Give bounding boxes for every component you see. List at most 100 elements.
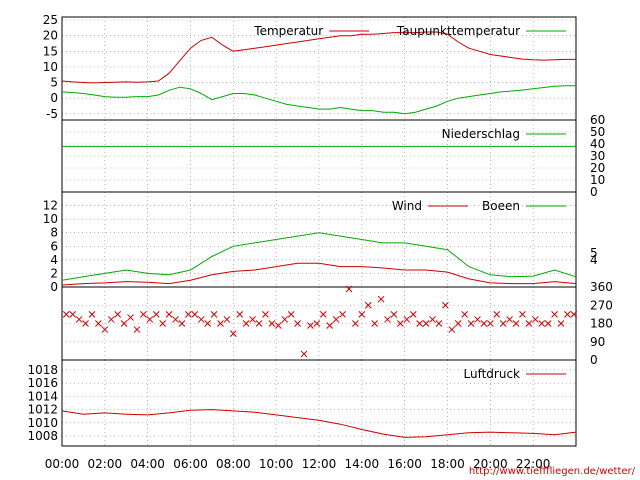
wind_direction-point xyxy=(352,320,359,327)
wind_direction-point xyxy=(538,320,546,327)
wind_direction-point xyxy=(371,320,379,327)
wind-ytick-label: 12 xyxy=(43,199,58,213)
wind_direction-point xyxy=(461,311,468,318)
pressure-ytick-label: 1018 xyxy=(27,363,58,377)
pressure-series-line xyxy=(61,409,577,438)
wind_direction-point xyxy=(159,320,167,327)
precipitation-ytick-right-label: 60 xyxy=(590,113,605,127)
wind_direction-point xyxy=(210,311,218,318)
wind_direction-point xyxy=(429,316,436,323)
wind_direction-point xyxy=(255,320,263,327)
x-tick-label: 04:00 xyxy=(130,457,165,471)
wind_direction-point xyxy=(403,316,411,323)
wind_direction-point xyxy=(345,285,353,293)
wind_direction-point xyxy=(499,320,507,327)
wind-ytick-right-label: 4 xyxy=(590,253,598,267)
wind-ytick-label: 6 xyxy=(50,239,58,253)
wind_direction-point xyxy=(435,320,443,327)
wind_direction-point xyxy=(140,311,147,318)
precipitation-ytick-right-label: 10 xyxy=(590,173,605,187)
wind_direction-point xyxy=(512,320,520,327)
wind-series-line xyxy=(61,232,577,281)
wind-ytick-label: 4 xyxy=(50,253,58,267)
wind_direction-point xyxy=(551,311,558,318)
wind_direction-point xyxy=(69,311,77,318)
wind_direction-point xyxy=(326,322,334,329)
temperature-ytick-label: 0 xyxy=(50,91,58,105)
temperature-ytick-label: 10 xyxy=(43,60,58,74)
wind_direction-point xyxy=(185,311,192,318)
wind_direction-point xyxy=(127,314,134,321)
x-tick-label: 14:00 xyxy=(345,457,380,471)
footer-url[interactable]: http://www.tiefffliegen.de/wetter/ xyxy=(469,466,636,477)
temperature-ytick-label: 15 xyxy=(43,44,58,58)
wind_direction-ytick-right-label: 0 xyxy=(590,353,598,367)
temperature-ytick-label: 25 xyxy=(43,13,58,27)
wind_direction-point xyxy=(493,311,501,318)
wind_direction-point xyxy=(101,326,109,333)
x-tick-label: 22:00 xyxy=(516,457,551,471)
precipitation-ytick-right-label: 30 xyxy=(590,149,605,163)
wind_direction-point xyxy=(397,320,404,327)
wind_direction-point xyxy=(249,316,256,323)
x-tick-label: 06:00 xyxy=(173,457,208,471)
temperature-ytick-label: 20 xyxy=(43,29,58,43)
wind_direction-point xyxy=(474,316,481,323)
wind_direction-ytick-right-label: 270 xyxy=(590,298,613,312)
wind_direction-point xyxy=(332,316,340,323)
wind_direction-point xyxy=(506,316,513,323)
wind_direction-point xyxy=(75,316,83,323)
wind_direction-point xyxy=(557,320,565,327)
x-tick-label: 18:00 xyxy=(430,457,465,471)
wind-ytick-label: 0 xyxy=(50,280,58,294)
wind_direction-point xyxy=(364,301,372,309)
pressure-ytick-label: 1012 xyxy=(27,403,58,417)
data-layer xyxy=(61,31,578,438)
wind_direction-point xyxy=(467,320,475,327)
wind_direction-point xyxy=(480,320,488,327)
wind_direction-point xyxy=(217,320,224,327)
wind_direction-point xyxy=(274,322,282,329)
wind_direction-point xyxy=(191,311,199,318)
wind-ytick-label: 2 xyxy=(50,266,58,280)
wind_direction-point xyxy=(133,326,141,333)
wind_direction-point xyxy=(95,320,102,327)
wind_direction-point xyxy=(165,311,173,318)
wind_direction-point xyxy=(178,320,186,327)
wind_direction-point xyxy=(448,326,456,333)
temperature-ytick-label: -5 xyxy=(46,107,58,121)
pressure-panel-frame xyxy=(61,359,577,447)
wind_direction-point xyxy=(339,311,346,318)
wind_direction-point xyxy=(416,320,424,327)
x-tick-label: 08:00 xyxy=(216,457,251,471)
precipitation-ytick-right-label: 40 xyxy=(590,137,605,151)
wind_direction-point xyxy=(172,316,179,323)
x-tick-label: 20:00 xyxy=(473,457,508,471)
wind_direction-point xyxy=(107,316,115,323)
wind-series-line xyxy=(61,262,577,286)
wind_direction-point xyxy=(287,311,295,318)
wind_direction-point xyxy=(229,330,237,337)
legends: Taupunkttemperatur Temperatur Niederschlag… xyxy=(253,24,566,381)
wind_direction-point xyxy=(531,316,539,323)
wind-legend-label: Boeen xyxy=(482,199,520,213)
wind-ytick-label: 8 xyxy=(50,226,58,240)
wind_direction-point xyxy=(197,316,205,323)
wind_direction-point xyxy=(146,316,154,323)
wind_direction-point xyxy=(300,350,308,358)
temperature-series-line xyxy=(61,85,576,115)
wind_direction-point xyxy=(544,320,552,327)
x-tick-label: 12:00 xyxy=(302,457,337,471)
wind-legend-label: Wind xyxy=(392,199,422,213)
wind_direction-point xyxy=(313,320,321,327)
wind_direction-point xyxy=(152,311,160,318)
wind_direction-point xyxy=(242,320,250,327)
wind_direction-ytick-right-label: 180 xyxy=(590,317,613,331)
pressure-ytick-label: 1016 xyxy=(27,376,58,390)
wind_direction-point xyxy=(114,311,122,318)
wind_direction-point xyxy=(236,311,244,318)
wind_direction-point xyxy=(525,320,533,327)
wind_direction-point xyxy=(377,295,385,303)
